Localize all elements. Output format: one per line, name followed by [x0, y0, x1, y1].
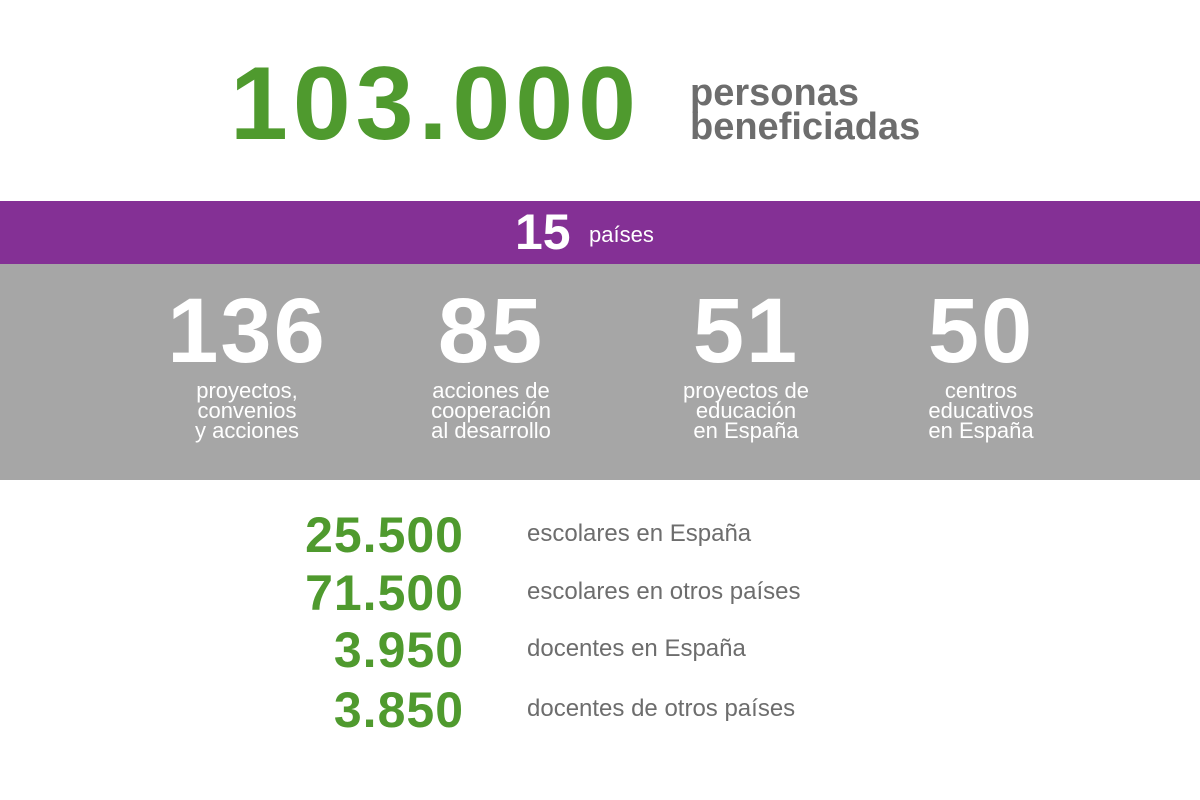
stat-value: 85 — [437, 280, 545, 382]
row-label: escolares en otros países — [527, 578, 801, 605]
list-item: 3.850 docentes de otros países — [0, 685, 1200, 735]
beneficiaries-label-line2: beneficiadas — [690, 106, 921, 148]
beneficiaries-count: 103.000 — [230, 46, 641, 162]
row-value: 71.500 — [305, 565, 464, 621]
row-label: escolares en España — [527, 520, 752, 547]
list-item: 25.500 escolares en España — [0, 510, 1200, 560]
stat-label: centros educativos en España — [928, 378, 1034, 443]
row-label: docentes de otros países — [527, 695, 796, 722]
row-value: 3.950 — [333, 622, 464, 678]
stat-projects: 136 proyectos, convenios y acciones — [127, 280, 367, 443]
list-item: 3.950 docentes en España — [0, 625, 1200, 675]
beneficiaries-label-line1: personas — [690, 72, 859, 114]
row-value: 25.500 — [305, 507, 464, 563]
stat-value: 136 — [167, 280, 327, 382]
list-item: 71.500 escolares en otros países — [0, 568, 1200, 618]
stat-label: proyectos, convenios y acciones — [195, 378, 299, 443]
countries-count: 15 — [515, 204, 571, 260]
stat-label: proyectos de educación en España — [683, 378, 809, 443]
stat-value: 51 — [692, 280, 800, 382]
stat-education-projects: 51 proyectos de educación en España — [626, 280, 866, 443]
stat-schools: 50 centros educativos en España — [861, 280, 1101, 443]
stat-value: 50 — [927, 280, 1035, 382]
stats-band — [0, 264, 1200, 480]
stat-label: acciones de cooperación al desarrollo — [431, 378, 551, 443]
countries-band — [0, 201, 1200, 264]
countries-label: países — [589, 222, 654, 247]
stat-cooperation: 85 acciones de cooperación al desarrollo — [371, 280, 611, 443]
beneficiaries-label: personas beneficiadas — [690, 72, 921, 148]
row-value: 3.850 — [333, 682, 464, 738]
row-label: docentes en España — [527, 635, 746, 662]
